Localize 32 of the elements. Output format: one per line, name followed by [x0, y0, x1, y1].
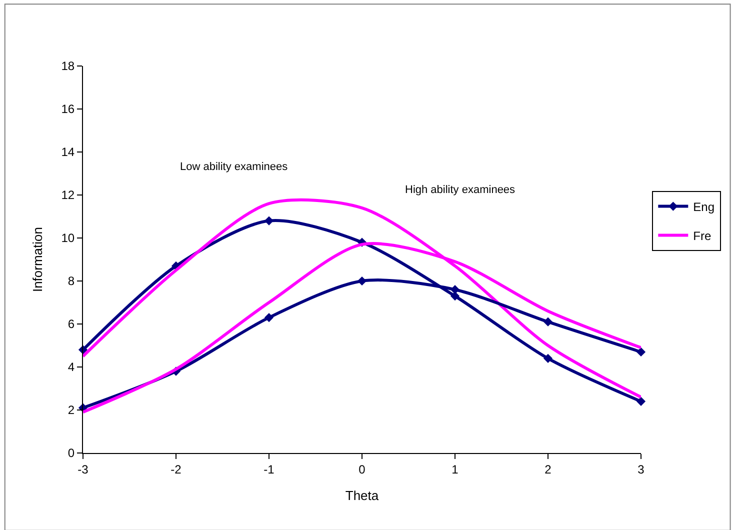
- y-axis-title: Information: [30, 226, 46, 292]
- point: [636, 347, 646, 356]
- point: [450, 292, 460, 301]
- point: [450, 285, 460, 294]
- y-tick-label: 6: [68, 317, 75, 332]
- y-tick-label: 2: [68, 403, 75, 418]
- y-tick-label: 8: [68, 274, 75, 288]
- x-axis-title: Theta: [345, 488, 380, 503]
- point: [264, 216, 274, 226]
- y-tick-label: 18: [61, 59, 75, 74]
- point: [264, 313, 274, 322]
- y-tick-label: 0: [68, 446, 75, 460]
- point: [636, 396, 646, 406]
- y-tick-label: 12: [61, 188, 75, 202]
- annotation: Low ability examinees: [180, 161, 288, 173]
- y-tick-label: 16: [61, 102, 75, 116]
- y-tick-label: 4: [68, 360, 75, 374]
- y-tick-label: 10: [61, 231, 75, 246]
- legend-label: Fre: [693, 228, 712, 243]
- x-tick-label: -2: [170, 462, 182, 476]
- point: [543, 317, 553, 326]
- x-tick-label: 3: [638, 462, 645, 476]
- x-tick-label: -1: [264, 462, 275, 476]
- x-tick-label: -3: [78, 462, 89, 476]
- point: [543, 354, 553, 363]
- y-tick-label: 14: [61, 145, 75, 160]
- legend-label: Eng: [693, 200, 715, 214]
- annotation: High ability examinees: [405, 184, 516, 196]
- x-tick-label: 2: [544, 462, 552, 476]
- x-tick-label: 0: [358, 462, 366, 476]
- x-tick-label: 1: [452, 462, 459, 476]
- point: [357, 276, 367, 286]
